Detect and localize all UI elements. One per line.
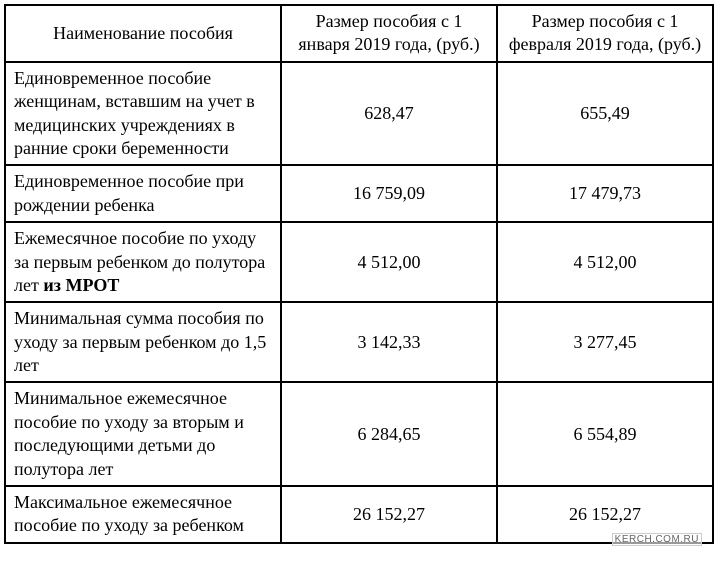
benefit-jan-value: 26 152,27 xyxy=(281,486,497,543)
benefit-feb-value: 4 512,00 xyxy=(497,222,713,302)
benefit-name-pre: Единовременное пособие при рождении ребе… xyxy=(14,171,244,214)
benefit-name-bold: из МРОТ xyxy=(43,275,119,295)
table-row: Единовременное пособие женщинам, вставши… xyxy=(5,62,713,166)
benefit-jan-value: 6 284,65 xyxy=(281,382,497,486)
benefit-name-pre: Минимальная сумма пособия по уходу за пе… xyxy=(14,308,266,375)
benefit-feb-value: 3 277,45 xyxy=(497,302,713,382)
watermark-text: KERCH.COM.RU xyxy=(612,533,702,546)
benefits-table: Наименование пособия Размер пособия с 1 … xyxy=(4,4,714,544)
benefit-feb-value: 6 554,89 xyxy=(497,382,713,486)
table-row: Минимальная сумма пособия по уходу за пе… xyxy=(5,302,713,382)
col-header-feb: Размер пособия с 1 февраля 2019 года, (р… xyxy=(497,5,713,62)
benefit-name-pre: Минимальное ежемесячное пособие по уходу… xyxy=(14,388,244,478)
benefit-name-cell: Единовременное пособие женщинам, вставши… xyxy=(5,62,281,166)
table-row: Минимальное ежемесячное пособие по уходу… xyxy=(5,382,713,486)
benefit-name-pre: Максимальное ежемесячное пособие по уход… xyxy=(14,492,244,535)
col-header-jan: Размер пособия с 1 января 2019 года, (ру… xyxy=(281,5,497,62)
benefit-jan-value: 628,47 xyxy=(281,62,497,166)
benefit-jan-value: 16 759,09 xyxy=(281,165,497,222)
col-header-name: Наименование пособия xyxy=(5,5,281,62)
table-row: Ежемесячное пособие по уходу за первым р… xyxy=(5,222,713,302)
benefit-name-cell: Максимальное ежемесячное пособие по уход… xyxy=(5,486,281,543)
benefit-name-cell: Ежемесячное пособие по уходу за первым р… xyxy=(5,222,281,302)
table-row: Максимальное ежемесячное пособие по уход… xyxy=(5,486,713,543)
table-row: Единовременное пособие при рождении ребе… xyxy=(5,165,713,222)
benefit-jan-value: 3 142,33 xyxy=(281,302,497,382)
benefit-name-cell: Единовременное пособие при рождении ребе… xyxy=(5,165,281,222)
benefit-name-pre: Единовременное пособие женщинам, вставши… xyxy=(14,68,255,158)
benefits-table-body: Единовременное пособие женщинам, вставши… xyxy=(5,62,713,543)
benefit-name-cell: Минимальная сумма пособия по уходу за пе… xyxy=(5,302,281,382)
benefit-feb-value: 17 479,73 xyxy=(497,165,713,222)
benefit-name-cell: Минимальное ежемесячное пособие по уходу… xyxy=(5,382,281,486)
benefit-jan-value: 4 512,00 xyxy=(281,222,497,302)
table-header-row: Наименование пособия Размер пособия с 1 … xyxy=(5,5,713,62)
benefit-feb-value: 655,49 xyxy=(497,62,713,166)
